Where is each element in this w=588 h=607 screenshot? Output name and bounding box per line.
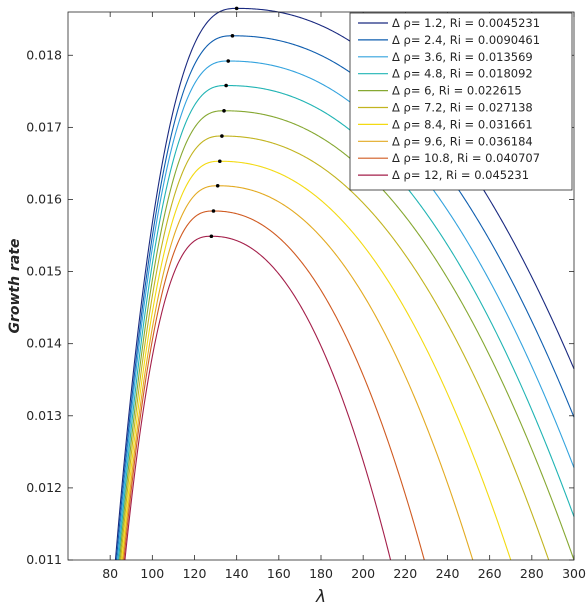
y-tick-label: 0.011 <box>26 552 62 567</box>
peak-point-9 <box>211 209 216 213</box>
peak-point-5 <box>222 108 226 113</box>
legend-box <box>349 12 573 191</box>
series-line-6 <box>120 135 550 561</box>
series-line-8 <box>122 185 474 561</box>
series-line-3 <box>117 60 575 561</box>
peak-point-8 <box>215 183 220 188</box>
x-tick-label: 240 <box>436 566 460 581</box>
x-tick-label: 300 <box>562 566 586 581</box>
legend: Δ ρ= 1.2, Ri = 0.0045231 Δ ρ= 2.4, Ri = 0… <box>349 12 573 191</box>
series-line-1 <box>114 7 575 561</box>
x-tick-label: 160 <box>267 566 291 581</box>
legend-entry-6: Δ ρ= 7.2, Ri = 0.027138 <box>392 101 533 115</box>
x-tick-label: 280 <box>520 566 544 581</box>
x-axis-ticks: 80 100 120 140 160 180 200 220 240 260 280 300 <box>102 12 586 581</box>
x-tick-label: 260 <box>478 566 502 581</box>
legend-entry-8: Δ ρ= 9.6, Ri = 0.036184 <box>392 134 533 148</box>
peak-point-3 <box>226 59 231 63</box>
x-tick-label: 180 <box>309 566 333 581</box>
series-line-9 <box>123 210 425 561</box>
y-axis-ticks: 0.011 0.012 0.013 0.014 0.015 0.016 0.017 0.018 <box>26 47 574 567</box>
x-tick-label: 80 <box>102 566 118 581</box>
y-tick-label: 0.014 <box>26 336 62 351</box>
y-tick-label: 0.017 <box>26 119 62 134</box>
y-tick-label: 0.013 <box>26 408 62 423</box>
y-tick-label: 0.012 <box>26 480 62 495</box>
x-tick-label: 120 <box>183 566 207 581</box>
series-line-10 <box>124 235 392 561</box>
series-curves <box>114 7 575 561</box>
legend-entry-3: Δ ρ= 3.6, Ri = 0.013569 <box>392 50 533 64</box>
peak-point-1 <box>234 6 239 11</box>
peak-point-4 <box>224 83 228 88</box>
legend-entry-5: Δ ρ= 6, Ri = 0.022615 <box>392 84 522 98</box>
legend-entry-1: Δ ρ= 1.2, Ri = 0.0045231 <box>392 16 540 30</box>
legend-entry-2: Δ ρ= 2.4, Ri = 0.0090461 <box>392 33 540 47</box>
peak-point-10 <box>209 234 214 239</box>
y-tick-label: 0.016 <box>26 191 62 206</box>
x-axis-label: λ <box>315 587 326 607</box>
legend-entry-7: Δ ρ= 8.4, Ri = 0.031661 <box>392 117 533 131</box>
legend-entry-10: Δ ρ= 12, Ri = 0.045231 <box>392 168 529 182</box>
x-tick-label: 140 <box>225 566 249 581</box>
y-tick-label: 0.015 <box>26 264 62 279</box>
y-axis-label: Growth rate <box>7 238 23 333</box>
peak-point-7 <box>218 159 222 164</box>
series-line-5 <box>119 110 575 561</box>
peak-markers <box>209 6 239 239</box>
peak-point-2 <box>230 33 235 38</box>
series-line-4 <box>118 85 575 561</box>
series-line-2 <box>115 35 575 561</box>
y-tick-label: 0.018 <box>26 47 62 62</box>
legend-entry-9: Δ ρ= 10.8, Ri = 0.040707 <box>392 151 540 165</box>
x-tick-label: 100 <box>140 566 164 581</box>
x-tick-label: 200 <box>351 566 375 581</box>
legend-entry-4: Δ ρ= 4.8, Ri = 0.018092 <box>392 67 533 81</box>
peak-point-6 <box>220 134 224 138</box>
series-line-7 <box>121 160 512 561</box>
x-tick-label: 220 <box>393 566 417 581</box>
